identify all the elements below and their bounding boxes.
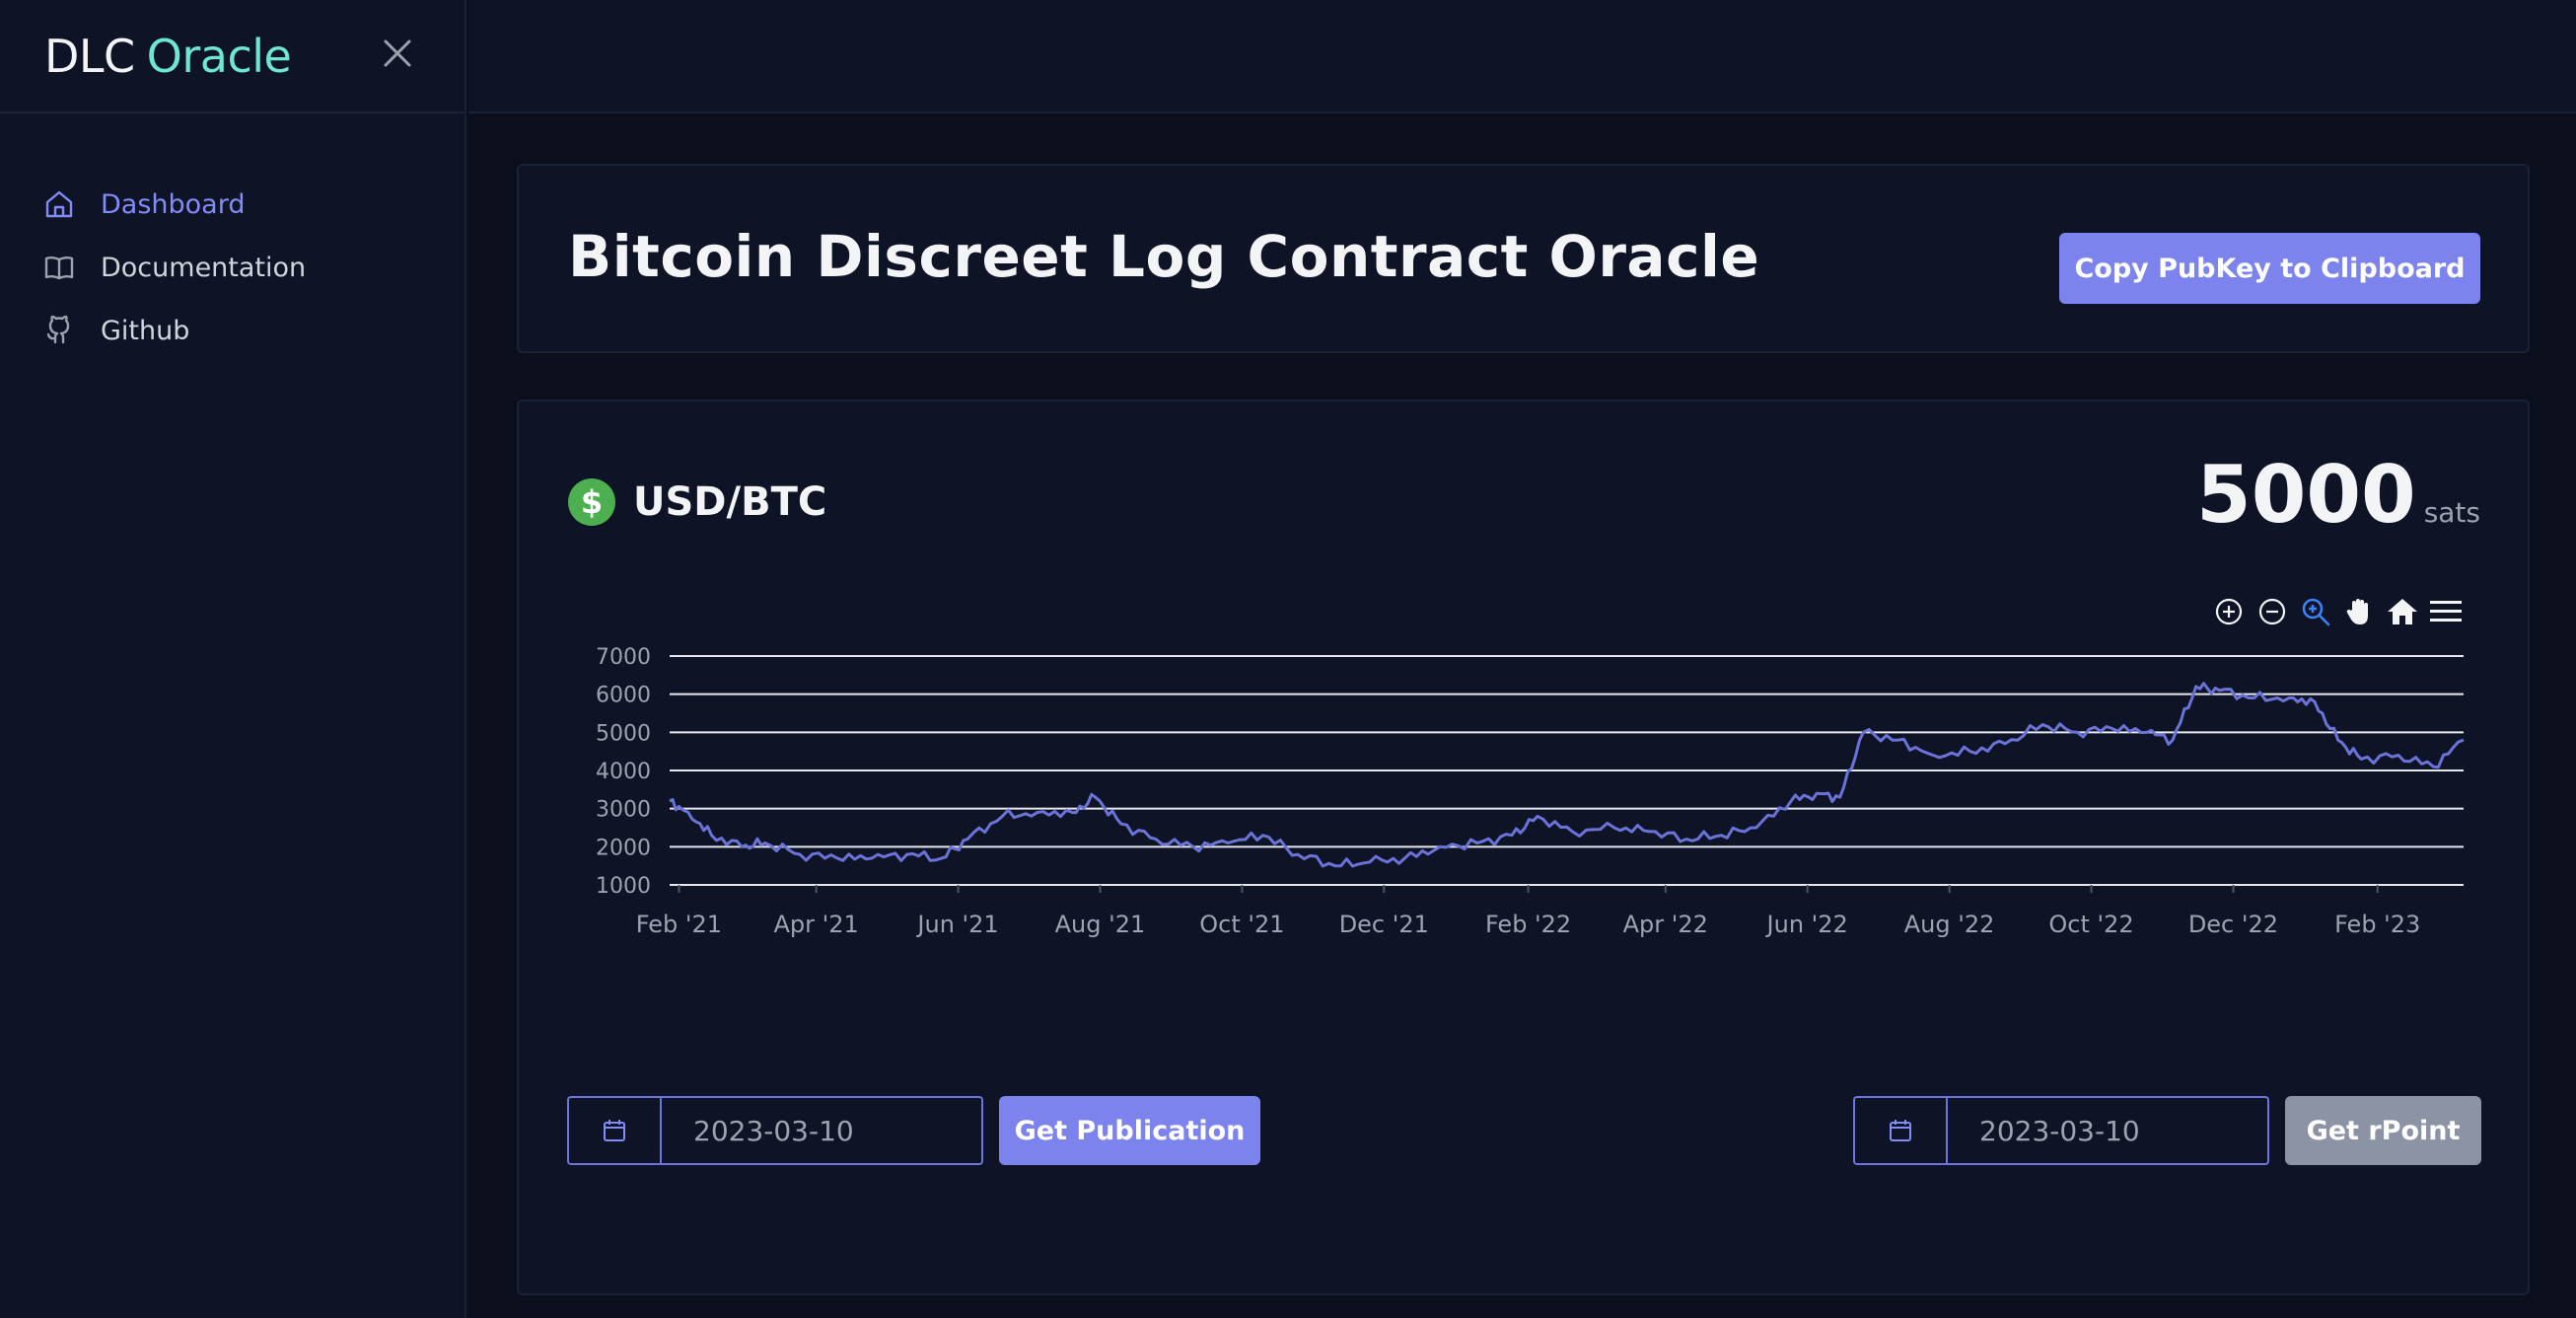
sidebar: DLC Oracle Dashboard	[0, 0, 466, 1318]
calendar-icon[interactable]	[1855, 1098, 1948, 1163]
get-rpoint-button[interactable]: Get rPoint	[2285, 1096, 2481, 1165]
x-tick-label: Feb '23	[2334, 911, 2420, 938]
price-value: 5000	[2196, 449, 2416, 541]
close-sidebar-button[interactable]	[378, 34, 417, 73]
y-tick-label: 4000	[596, 760, 651, 784]
brand: DLC Oracle	[0, 0, 465, 113]
sidebar-item-documentation[interactable]: Documentation	[0, 236, 465, 299]
header-card: Bitcoin Discreet Log Contract Oracle Cop…	[517, 164, 2530, 353]
price-display: 5000 sats	[2196, 449, 2480, 541]
menu-icon[interactable]	[2429, 595, 2463, 628]
date-picker-right[interactable]	[1853, 1096, 2269, 1165]
reset-home-icon[interactable]	[2386, 595, 2419, 628]
rpoint-date-input[interactable]	[1948, 1098, 2267, 1163]
dollar-icon: $	[568, 478, 615, 526]
asset-name: USD/BTC	[633, 479, 827, 525]
price-unit: sats	[2423, 496, 2480, 529]
y-tick-label: 5000	[596, 721, 651, 746]
x-tick-label: Aug '21	[1055, 911, 1146, 938]
sidebar-item-label: Github	[101, 315, 190, 346]
brand-accent: Oracle	[146, 29, 292, 83]
asset-header: $ USD/BTC	[568, 478, 826, 526]
y-tick-label: 3000	[596, 798, 651, 823]
home-icon	[41, 186, 77, 222]
publication-date-input[interactable]	[662, 1098, 981, 1163]
date-picker-left[interactable]	[567, 1096, 983, 1165]
x-tick-label: Oct '22	[2048, 911, 2133, 938]
selection-zoom-icon[interactable]	[2299, 595, 2332, 628]
x-tick-label: Oct '21	[1199, 911, 1284, 938]
chart-toolbar	[2212, 595, 2463, 628]
price-chart[interactable]: 7000 6000 5000 4000 3000 2000 1000 Feb '21 Apr '…	[519, 628, 2528, 984]
x-tick-label: Dec '22	[2188, 911, 2278, 938]
sidebar-item-label: Dashboard	[101, 188, 246, 220]
x-tick-label: Feb '22	[1485, 911, 1571, 938]
sidebar-item-dashboard[interactable]: Dashboard	[0, 173, 465, 236]
get-publication-button[interactable]: Get Publication	[999, 1096, 1260, 1165]
x-tick-label: Apr '22	[1623, 911, 1708, 938]
y-tick-label: 1000	[596, 874, 651, 899]
x-tick-label: Feb '21	[636, 911, 722, 938]
zoom-out-icon[interactable]	[2255, 595, 2289, 628]
sidebar-nav: Dashboard Documentation Github	[0, 113, 465, 362]
x-tick-label: Dec '21	[1339, 911, 1429, 938]
y-tick-label: 7000	[596, 645, 651, 670]
rpoint-controls: Get rPoint	[1853, 1096, 2481, 1167]
page-title: Bitcoin Discreet Log Contract Oracle	[568, 223, 1760, 290]
series-line	[669, 682, 2465, 868]
publication-controls: Get Publication	[567, 1096, 1260, 1167]
calendar-icon[interactable]	[569, 1098, 662, 1163]
top-bar	[468, 0, 2576, 113]
pan-icon[interactable]	[2342, 595, 2376, 628]
y-tick-label: 2000	[596, 836, 651, 860]
x-tick-label: Aug '22	[1904, 911, 1995, 938]
x-tick-label: Apr '21	[773, 911, 858, 938]
book-icon	[41, 250, 77, 285]
y-tick-label: 6000	[596, 684, 651, 708]
price-card: $ USD/BTC 5000 sats 7000 6000 5000 4000 3000…	[517, 400, 2530, 1295]
brand-name: DLC	[44, 29, 135, 83]
x-tick-label: Jun '22	[1765, 911, 1848, 938]
sidebar-item-label: Documentation	[101, 252, 307, 283]
brand-logo[interactable]: DLC Oracle	[44, 29, 292, 83]
zoom-in-icon[interactable]	[2212, 595, 2246, 628]
github-icon	[41, 313, 77, 348]
copy-pubkey-button[interactable]: Copy PubKey to Clipboard	[2059, 233, 2480, 304]
close-icon	[384, 39, 411, 67]
x-tick-label: Jun '21	[915, 911, 998, 938]
sidebar-item-github[interactable]: Github	[0, 299, 465, 362]
